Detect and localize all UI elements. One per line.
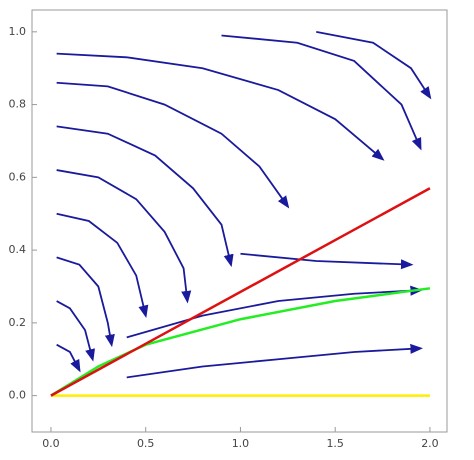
streamline — [56, 343, 81, 373]
streamline — [56, 81, 290, 209]
plot-frame — [31, 9, 448, 433]
curve — [50, 287, 431, 397]
streamline — [56, 300, 95, 362]
y-tick-label: 0.4 — [9, 243, 27, 256]
streamline — [56, 52, 385, 161]
streamline — [240, 252, 414, 270]
x-tick-label: 0.0 — [42, 437, 60, 450]
y-tick-label: 0.0 — [9, 389, 27, 402]
streamline — [316, 30, 432, 100]
streamline — [56, 256, 115, 348]
y-tick-label: 0.2 — [9, 316, 27, 329]
streamline — [126, 343, 423, 379]
streamline — [56, 212, 149, 319]
y-tick-label: 1.0 — [9, 25, 27, 38]
x-tick-label: 0.5 — [137, 437, 155, 450]
curve — [50, 187, 431, 397]
y-tick-label: 0.6 — [9, 170, 27, 183]
streamline — [221, 34, 422, 151]
streamline — [126, 285, 423, 339]
x-tick-label: 2.0 — [421, 437, 439, 450]
y-tick-label: 0.8 — [9, 98, 27, 111]
x-tick-label: 1.0 — [232, 437, 250, 450]
streamline — [56, 169, 192, 304]
streamline — [56, 125, 234, 268]
x-tick-label: 1.5 — [326, 437, 344, 450]
